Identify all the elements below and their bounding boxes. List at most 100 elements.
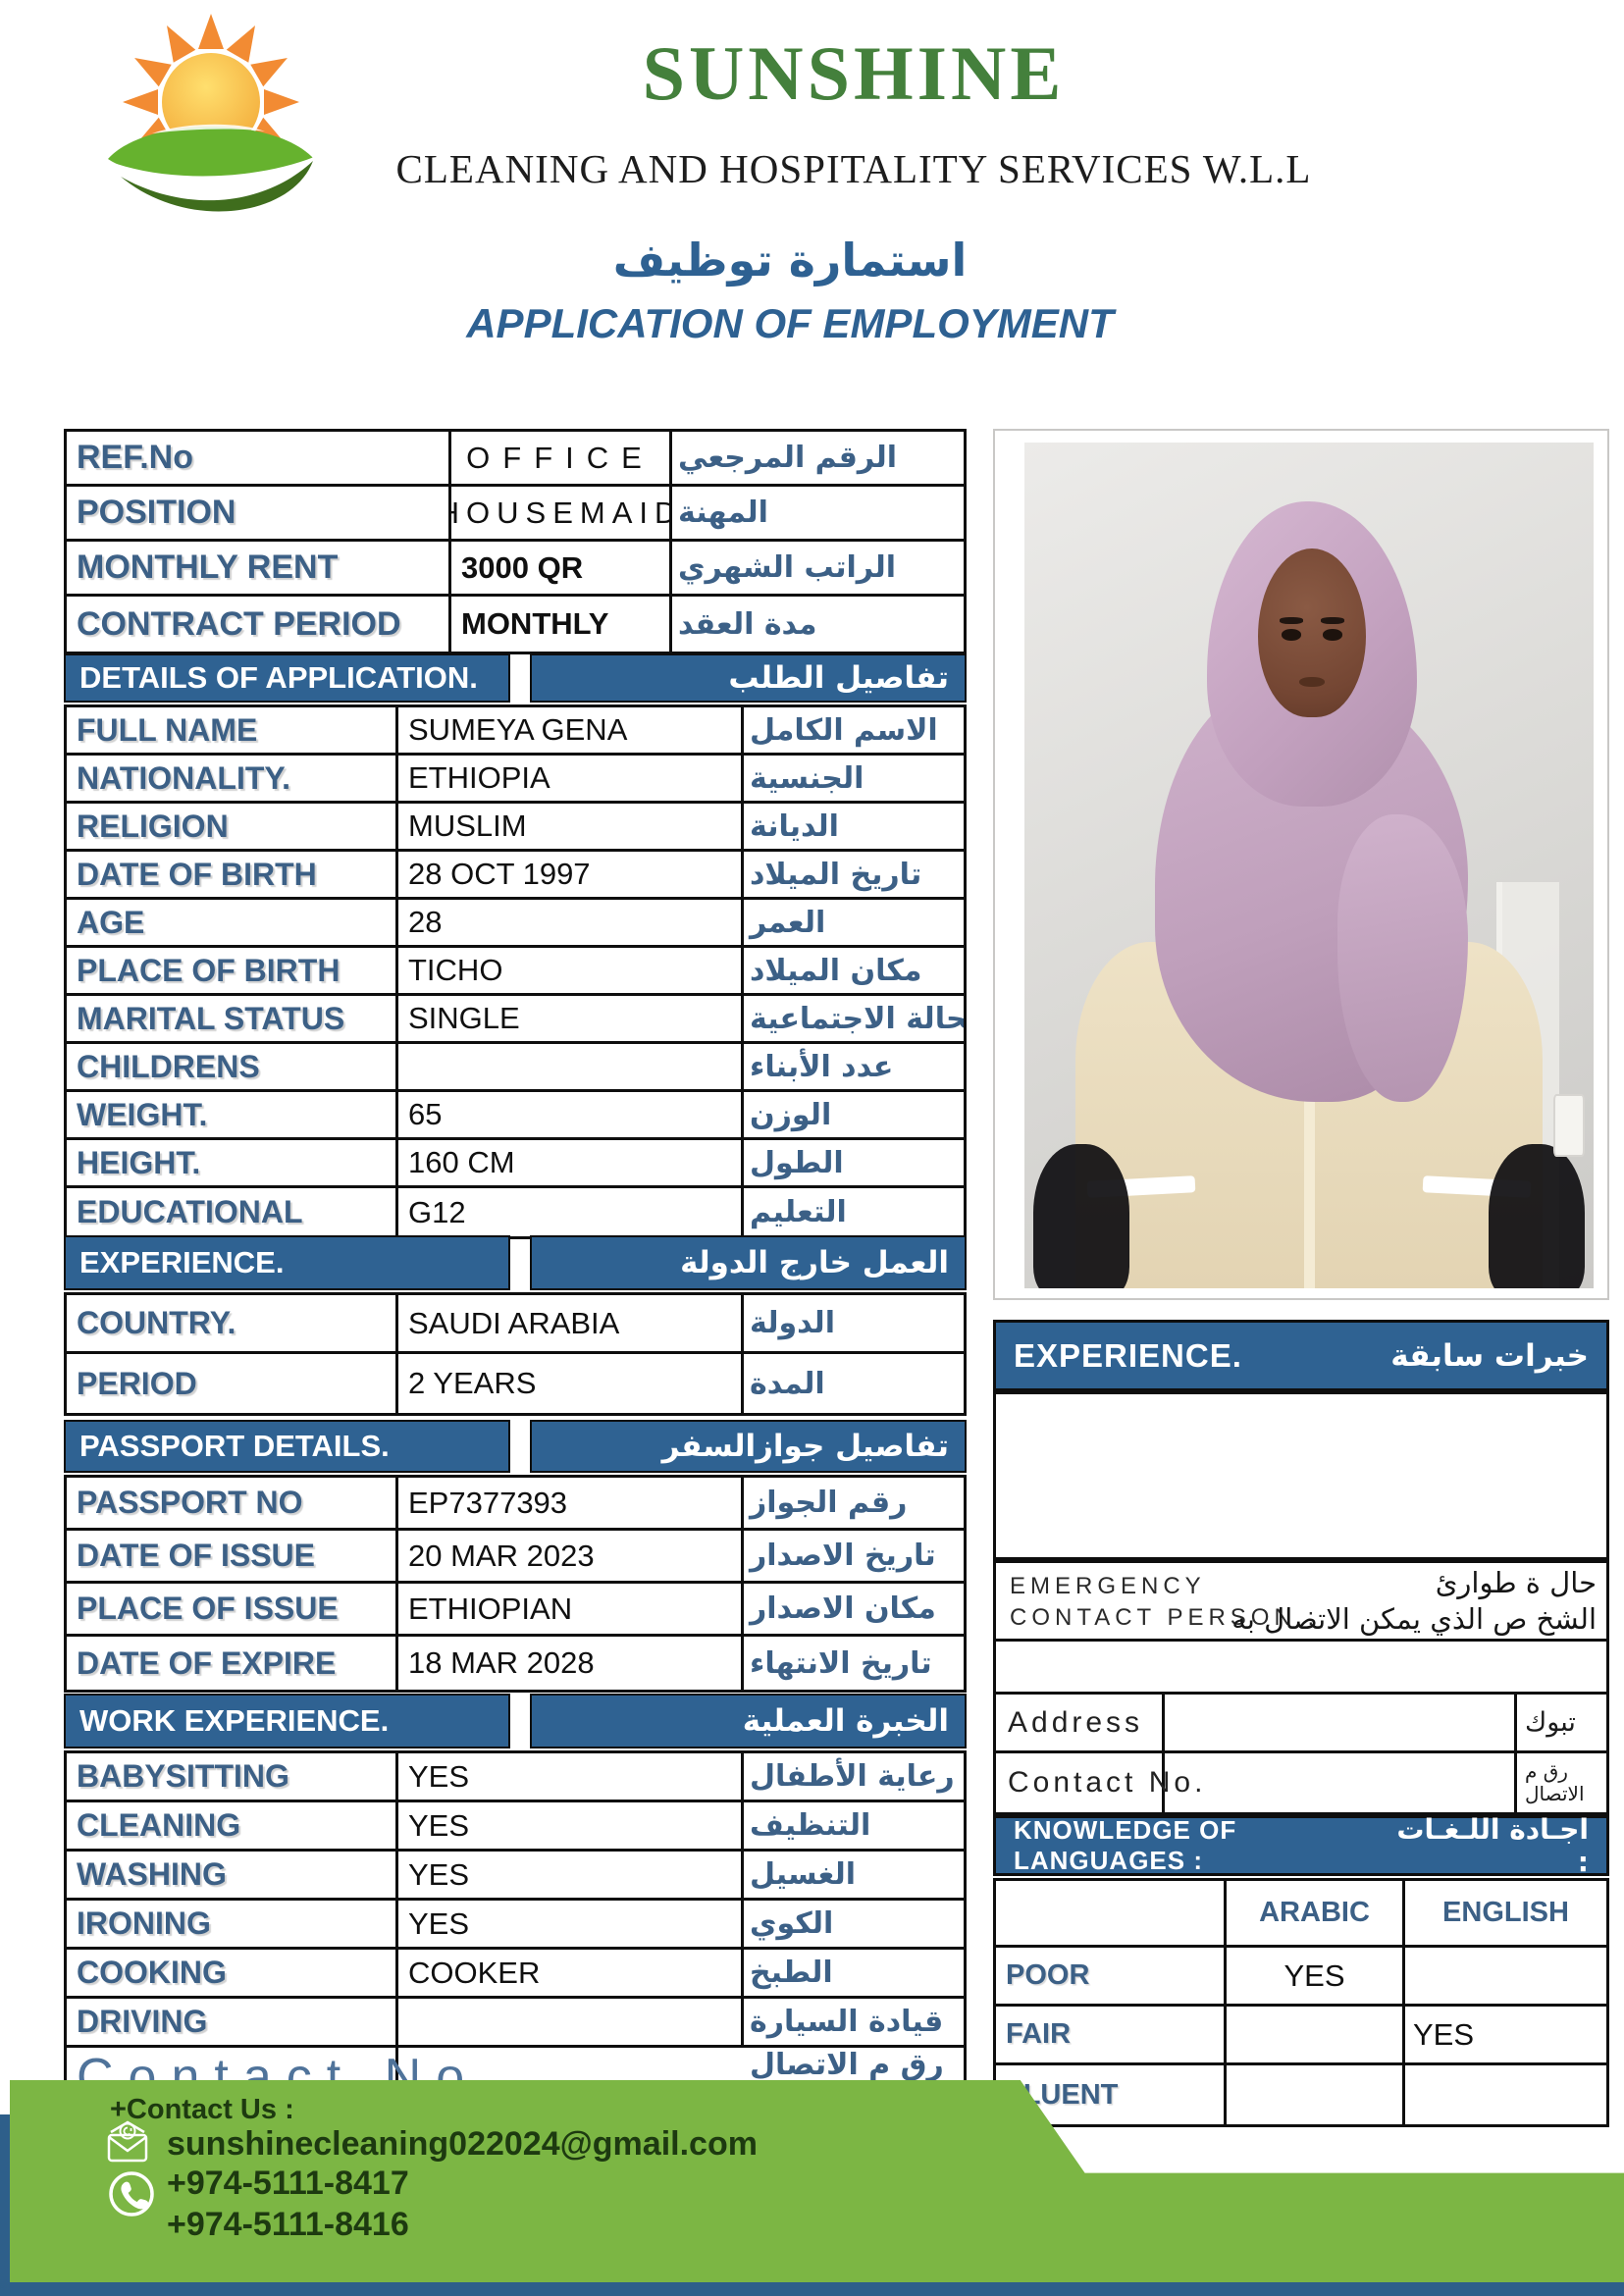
table-row: HEIGHT. 160 CM الطول [67,1140,964,1188]
table-row: DATE OF ISSUE 20 MAR 2023 تاريخ الاصدار [67,1531,964,1584]
footer-phone-1[interactable]: +974-5111-8417 [167,2165,409,2202]
language-column-header: ENGLISH [1442,1897,1569,1928]
footer-bottom-bar [0,2282,1624,2296]
address-field[interactable] [1165,1695,1517,1750]
section-header-en: WORK EXPERIENCE. [64,1694,510,1748]
address-row: Address تبوك [996,1695,1606,1753]
field-value[interactable]: 3000 QR [451,542,672,594]
field-value[interactable]: 65 [398,1092,744,1137]
table-row: COOKING COOKER الطبخ [67,1950,964,1999]
field-label-arabic: تاريخ الاصدار [750,1539,936,1573]
field-label: IRONING [67,1901,398,1947]
emergency-name-field[interactable] [996,1642,1606,1695]
section-header-ar: الخبرة العملية [530,1694,967,1748]
field-value[interactable]: G12 [398,1188,744,1236]
english-level-value[interactable]: YES [1413,2016,1475,2052]
field-value[interactable] [398,1044,744,1089]
table-row: BABYSITTING YES رعاية الأطفال [67,1753,964,1802]
field-value[interactable] [398,1999,744,2045]
field-value[interactable]: COOKER [398,1950,744,1996]
footer-left-accent [0,2114,10,2296]
field-value[interactable]: YES [398,1802,744,1849]
field-value[interactable]: SINGLE [398,996,744,1041]
field-value[interactable]: SAUDI ARABIA [398,1295,744,1351]
form-title-arabic: استمارة توظيف [612,234,968,287]
field-label: DATE OF BIRTH [67,852,398,897]
contact-no-label: Contact No. [996,1753,1202,1812]
arabic-level-value[interactable] [1227,2065,1405,2124]
field-label: HEIGHT. [67,1140,398,1185]
field-value[interactable]: 20 MAR 2023 [398,1531,744,1581]
field-value[interactable]: YES [398,1753,744,1800]
contact-no-label-ar: رق م الاتصال [1525,1759,1585,1805]
field-value[interactable]: TICHO [398,948,744,993]
field-label-arabic: تاريخ الميلاد [750,857,922,892]
arabic-level-value[interactable] [1227,2007,1405,2062]
applicant-photo [993,429,1609,1300]
section-header-work: WORK EXPERIENCE. الخبرة العملية [64,1694,967,1748]
contact-no-field[interactable] [1165,1753,1517,1812]
field-value[interactable]: MUSLIM [398,804,744,849]
field-label: WASHING [67,1852,398,1898]
field-label-arabic: المدة [750,1366,825,1401]
table-row: EDUCATIONAL G12 التعليم [67,1188,964,1236]
field-value[interactable]: MONTHLY [451,597,672,652]
field-label: MARITAL STATUS [67,996,398,1041]
table-row: CONTRACT PERIOD MONTHLY مدة العقد [67,597,964,652]
table-row: POSITIONHOUSEMAIDالمهنة [67,487,964,542]
table-row: AGE 28 العمر [67,900,964,948]
field-value[interactable]: 2 YEARS [398,1354,744,1413]
field-label-arabic: مكان الاصدار [750,1592,936,1626]
field-label: FULL NAME [67,707,398,753]
field-label-arabic: الطول [750,1145,844,1180]
field-label-arabic: التعليم [750,1195,847,1229]
languages-header-ar: اجـادة اللـغـات : [1396,1813,1589,1878]
section-header-ar: تفاصيل جوازالسفر [530,1420,967,1473]
field-label-arabic: الجنسية [750,760,864,796]
face [1257,548,1366,718]
field-value[interactable]: 160 CM [398,1140,744,1185]
table-row: CHILDRENS عدد الأبناء [67,1044,964,1092]
previous-experience-box[interactable] [993,1391,1609,1560]
field-value[interactable]: 28 OCT 1997 [398,852,744,897]
field-value[interactable]: YES [398,1901,744,1947]
field-label: COOKING [67,1950,398,1996]
field-value[interactable]: YES [398,1852,744,1898]
footer-email[interactable]: sunshinecleaning022024@gmail.com [167,2125,758,2163]
field-label: COUNTRY. [67,1295,398,1351]
languages-header-row: ARABIC ENGLISH [996,1881,1606,1948]
table-row: CLEANING YES التنظيف [67,1802,964,1852]
field-value[interactable]: ETHIOPIAN [398,1584,744,1634]
footer-phone-2[interactable]: +974-5111-8416 [167,2206,409,2243]
table-row: MONTHLY RENT 3000 QR الراتب الشهري [67,542,964,597]
table-row: IRONING YES الكوي [67,1901,964,1950]
field-label-arabic: رقم الجواز [750,1486,908,1520]
field-value[interactable]: 18 MAR 2028 [398,1637,744,1690]
contact-no-row: Contact No. رق م الاتصال [996,1753,1606,1812]
field-label-arabic: رعاية الأطفال [750,1759,955,1794]
table-row: WASHING YES الغسيل [67,1852,964,1901]
arabic-level-value[interactable]: YES [1227,1948,1405,2004]
table-row: COUNTRY. SAUDI ARABIA الدولة [67,1295,964,1354]
field-label-arabic: الرقم المرجعي [678,441,898,475]
field-value[interactable]: HOUSEMAID [451,487,672,539]
field-value[interactable]: 28 [398,900,744,945]
table-row: RELIGION MUSLIM الديانة [67,804,964,852]
emergency-label-ar: حال ة طوارئ الشخ ص الذي يمكن الاتصال به [1231,1566,1597,1636]
section-header-en: PASSPORT DETAILS. [64,1420,510,1473]
section-header-en: DETAILS OF APPLICATION. [64,653,510,703]
field-value[interactable]: EP7377393 [398,1478,744,1528]
address-value-ar: تبوك [1525,1707,1576,1738]
field-label: PLACE OF BIRTH [67,948,398,993]
field-label-arabic: مكان الميلاد [750,953,922,988]
field-value[interactable]: OFFICE [451,432,672,484]
english-level-value[interactable] [1405,1948,1606,2004]
field-label: EDUCATIONAL [67,1188,398,1236]
field-value[interactable]: ETHIOPIA [398,756,744,801]
field-label-arabic: رق م الاتصال [750,2048,944,2082]
languages-blank-cell [996,1881,1227,1945]
section-header-ar: العمل خارج الدولة [530,1235,967,1290]
phone-circle-icon [109,2171,154,2217]
english-level-value[interactable] [1405,2065,1606,2124]
field-value[interactable]: SUMEYA GENA [398,707,744,753]
